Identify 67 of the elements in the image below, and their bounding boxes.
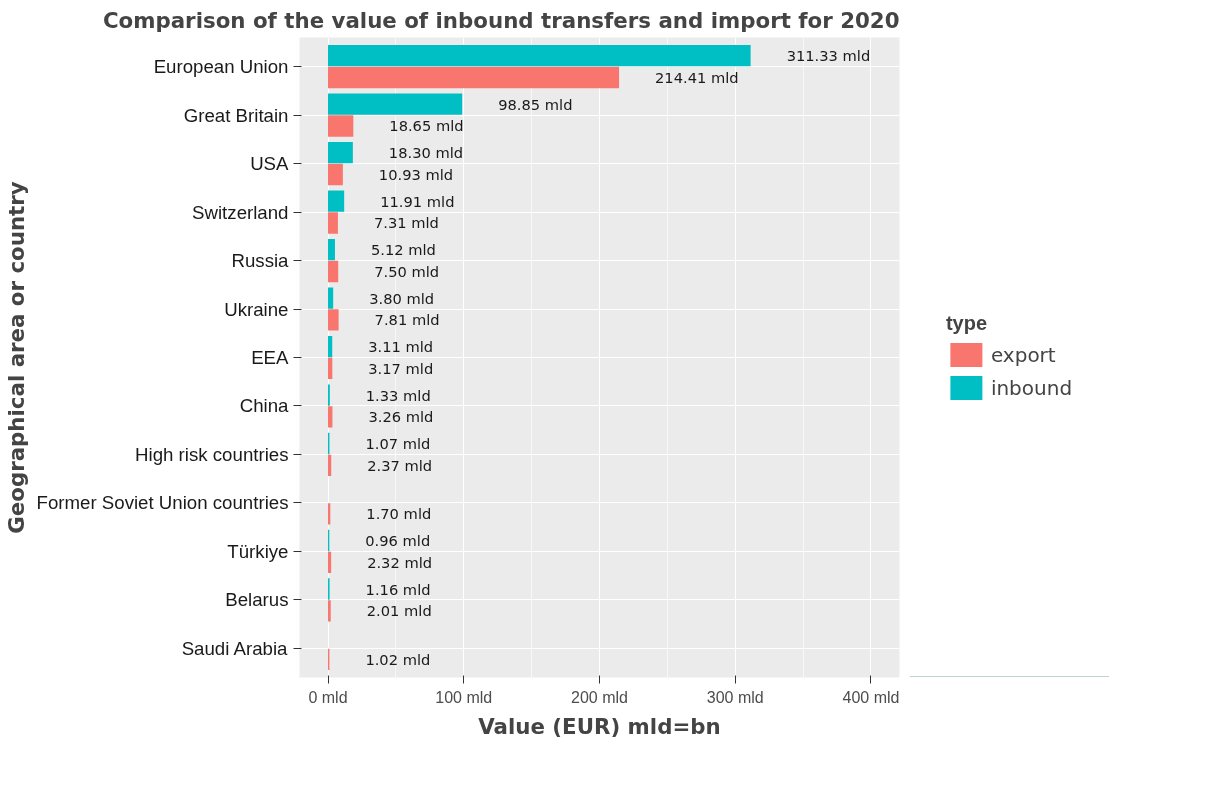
y-tick-label: USA xyxy=(250,153,290,175)
data-label: 0.96 mld xyxy=(365,532,431,550)
data-label: 18.65 mld xyxy=(389,117,464,135)
bar xyxy=(328,503,331,525)
bar xyxy=(328,163,343,186)
data-label: 1.16 mld xyxy=(365,580,431,598)
data-label: 7.81 mld xyxy=(374,311,440,329)
chart-title: Comparison of the value of inbound transfers and import for 2020 xyxy=(102,7,900,33)
legend-label: export xyxy=(990,342,1056,366)
data-label: 7.50 mld xyxy=(374,262,440,280)
bar xyxy=(328,335,333,358)
y-tick-label: Great Britain xyxy=(183,104,289,126)
data-label: 1.70 mld xyxy=(366,505,432,523)
bar xyxy=(328,190,345,212)
y-tick-label: Former Soviet Union countries xyxy=(36,492,289,514)
x-tick-label: 200 mld xyxy=(571,688,628,706)
bar xyxy=(328,115,354,137)
data-label: 18.30 mld xyxy=(388,144,464,162)
legend-title: type xyxy=(945,311,988,334)
bar xyxy=(328,141,353,164)
data-label: 7.31 mld xyxy=(373,214,439,232)
bar xyxy=(328,66,620,89)
data-label: 98.85 mld xyxy=(498,95,573,113)
y-tick-label: Türkiye xyxy=(227,540,289,562)
bar xyxy=(328,406,333,428)
data-label: 11.91 mld xyxy=(380,192,455,210)
bar xyxy=(328,309,339,331)
y-tick-label: Russia xyxy=(231,250,290,272)
legend-label: inbound xyxy=(990,375,1073,399)
data-label: 2.01 mld xyxy=(366,602,432,620)
y-tick-label: Ukraine xyxy=(224,298,289,320)
data-label: 5.12 mld xyxy=(370,241,436,259)
x-axis-title: Value (EUR) mld=bn xyxy=(478,713,721,739)
bar xyxy=(328,357,333,380)
data-label: 1.02 mld xyxy=(365,650,431,668)
y-tick-label: High risk countries xyxy=(135,443,289,465)
y-tick-label: China xyxy=(239,395,290,417)
data-label: 3.17 mld xyxy=(368,359,434,377)
bar xyxy=(328,44,751,67)
bar xyxy=(328,238,335,261)
x-tick-label: 0 mld xyxy=(308,688,348,706)
y-tick-label: Switzerland xyxy=(192,201,289,223)
bar xyxy=(328,454,332,477)
x-tick-label: 100 mld xyxy=(435,688,493,706)
bar xyxy=(328,212,338,234)
data-label: 10.93 mld xyxy=(378,165,454,183)
bar xyxy=(328,600,331,622)
data-label: 1.33 mld xyxy=(365,386,431,404)
data-label: 311.33 mld xyxy=(786,47,871,65)
bar xyxy=(328,551,332,574)
y-tick-label: European Union xyxy=(153,56,289,78)
data-label: 214.41 mld xyxy=(655,69,739,86)
bar xyxy=(328,287,334,309)
data-label: 3.11 mld xyxy=(368,338,434,356)
y-tick-label: Belarus xyxy=(225,589,289,611)
data-label: 1.07 mld xyxy=(365,435,431,453)
bar xyxy=(328,260,339,283)
y-tick-label: EEA xyxy=(251,347,290,368)
x-tick-label: 300 mld xyxy=(706,688,764,706)
bar xyxy=(328,93,463,115)
data-label: 3.26 mld xyxy=(368,408,434,426)
data-label: 3.80 mld xyxy=(369,289,435,307)
y-tick-label: Saudi Arabia xyxy=(181,637,289,659)
y-axis-title: Geographical area or country xyxy=(3,181,29,534)
x-tick-label: 400 mld xyxy=(842,688,900,706)
data-label: 2.32 mld xyxy=(367,553,433,571)
data-label: 2.37 mld xyxy=(367,456,433,474)
